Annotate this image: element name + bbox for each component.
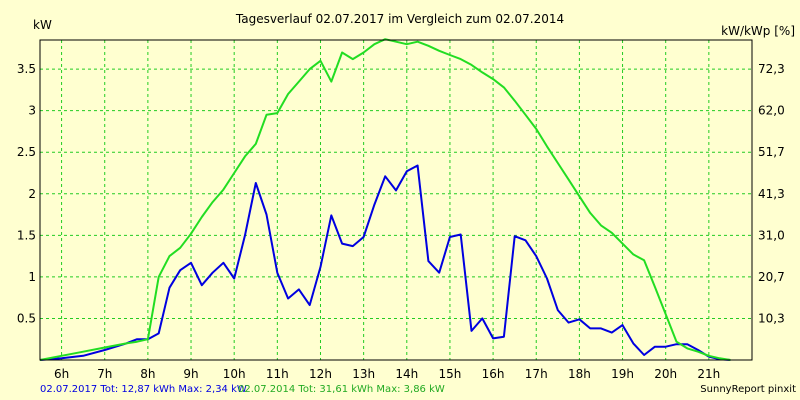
y-tick-label-left: 3 <box>28 104 36 118</box>
x-tick-label: 14h <box>395 367 418 381</box>
y-tick-label-left: 0.5 <box>17 311 36 325</box>
footer-series1-summary: 02.07.2017 Tot: 12,87 kWh Max: 2,34 kW <box>40 384 247 395</box>
x-tick-label: 19h <box>611 367 634 381</box>
grid-lines <box>40 40 752 360</box>
y-tick-label-right: 72,3 <box>758 62 785 76</box>
x-tick-label: 7h <box>97 367 112 381</box>
y-axis-left-label: kW <box>33 18 52 32</box>
x-tick-label: 21h <box>697 367 720 381</box>
tick-labels: 6h 7h 8h 9h 10h 11h 12h 13h 14h 15h 16h 17h 18h 19h 20… <box>17 62 785 381</box>
x-tick-label: 11h <box>266 367 289 381</box>
x-tick-label: 17h <box>525 367 548 381</box>
y-tick-label-right: 51,7 <box>758 145 785 159</box>
plot-frame <box>39 39 753 361</box>
x-tick-label: 9h <box>183 367 198 381</box>
x-tick-label: 6h <box>54 367 69 381</box>
chart-title: Tagesverlauf 02.07.2017 im Vergleich zum… <box>235 12 564 26</box>
y-tick-label-right: 41,3 <box>758 187 785 201</box>
x-tick-label: 13h <box>352 367 375 381</box>
footer-brand: SunnyReport pinxit <box>700 384 796 395</box>
series-group <box>39 38 731 361</box>
x-tick-label: 16h <box>482 367 505 381</box>
x-tick-label: 12h <box>309 367 332 381</box>
y-tick-label-left: 2 <box>28 187 36 201</box>
y-tick-label-right: 10,3 <box>758 311 785 325</box>
y-tick-label-right: 62,0 <box>758 104 785 118</box>
y-axis-right-label: kW/kWp [%] <box>721 24 795 38</box>
y-tick-label-left: 2.5 <box>17 145 36 159</box>
x-tick-label: 18h <box>568 367 591 381</box>
x-tick-label: 15h <box>439 367 462 381</box>
y-tick-label-left: 3.5 <box>17 62 36 76</box>
series-line-1 <box>39 164 731 361</box>
series-line-2 <box>39 38 731 361</box>
footer-series2-summary: 02.07.2014 Tot: 31,61 kWh Max: 3,86 kW <box>238 384 445 395</box>
x-tick-label: 10h <box>223 367 246 381</box>
y-tick-label-left: 1.5 <box>17 228 36 242</box>
x-tick-label: 20h <box>654 367 677 381</box>
y-tick-label-right: 20,7 <box>758 270 785 284</box>
y-tick-label-left: 1 <box>28 270 36 284</box>
x-tick-label: 8h <box>140 367 155 381</box>
y-tick-label-right: 31,0 <box>758 228 785 242</box>
